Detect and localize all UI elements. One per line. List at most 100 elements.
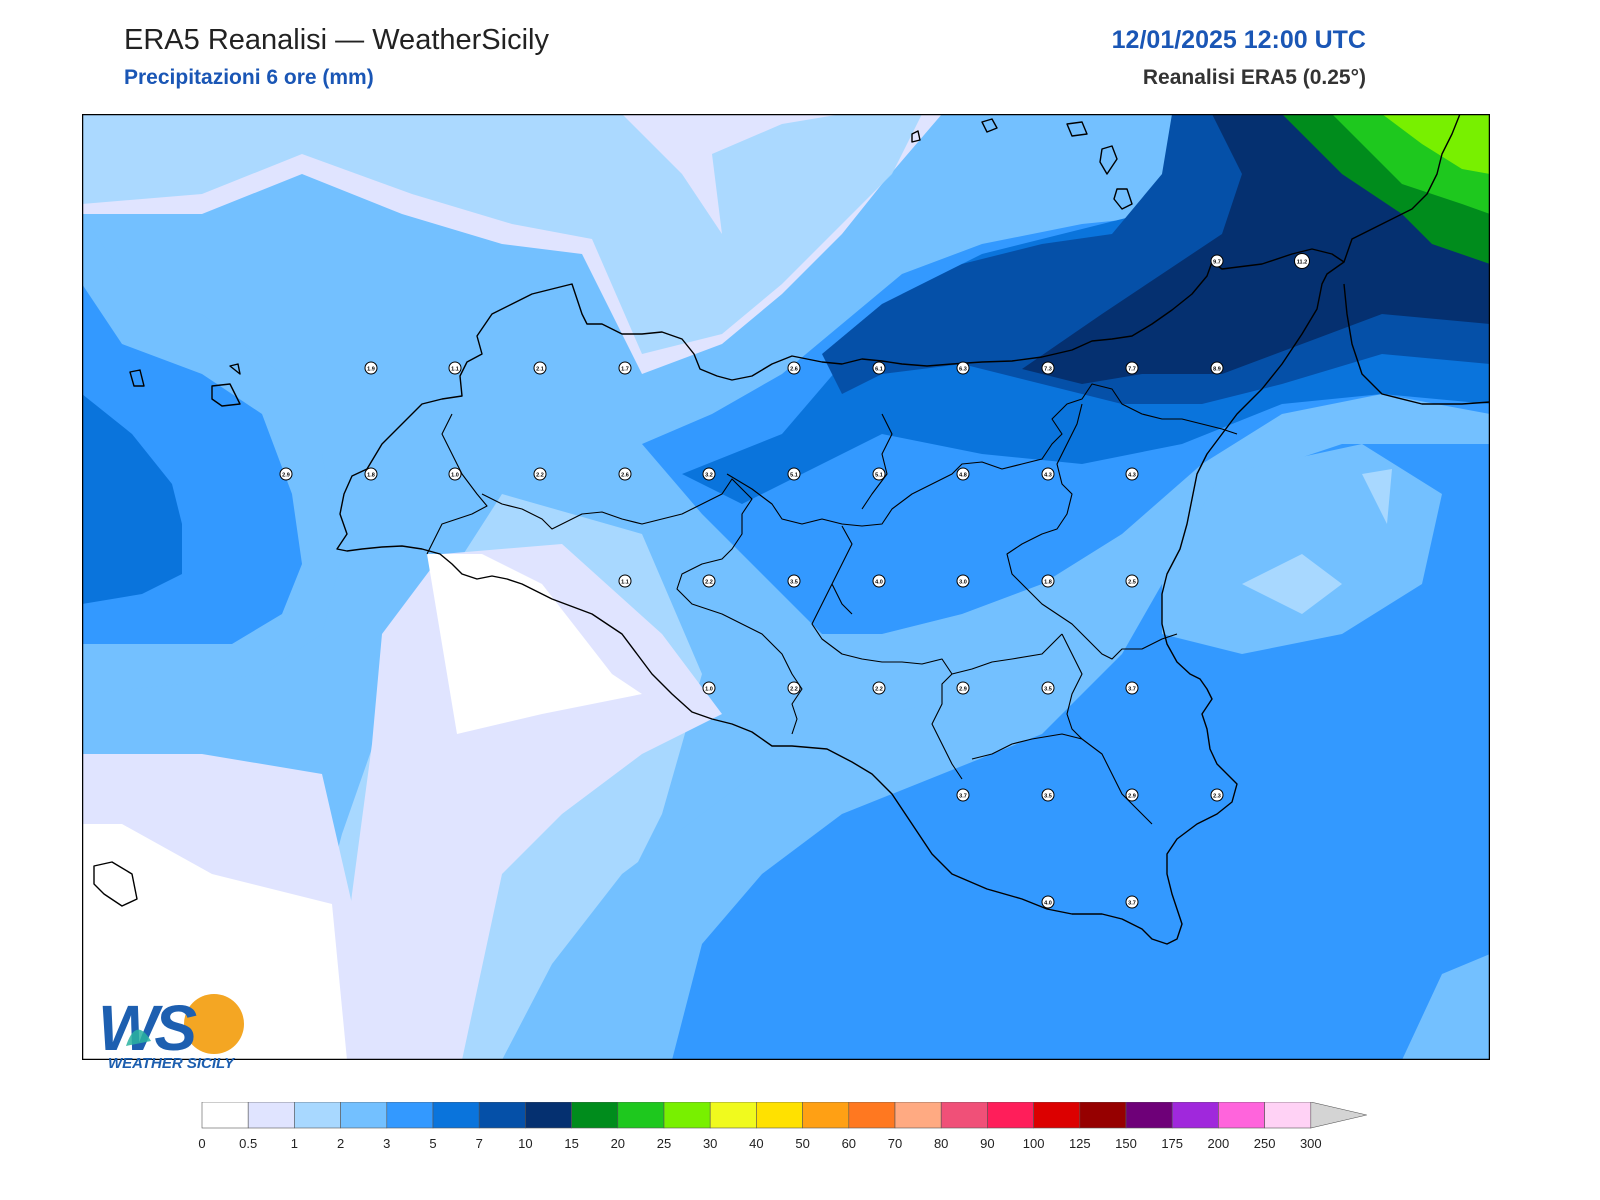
station-value: 2.5 (1128, 580, 1136, 586)
station-marker: 1.9 (364, 361, 378, 375)
colorbar-legend (201, 1102, 1367, 1129)
station-value: 1.0 (451, 473, 459, 479)
map-subtitle: Precipitazioni 6 ore (mm) (124, 66, 374, 89)
legend-swatch (987, 1102, 1034, 1129)
calabria-coastline-south (1343, 283, 1490, 405)
station-marker: 2.2 (702, 574, 716, 588)
station-marker: 2.6 (787, 361, 801, 375)
logo-caption: WEATHER SICILY (108, 1055, 235, 1072)
station-value: 2.6 (621, 473, 629, 479)
legend-swatch (1264, 1102, 1312, 1129)
calabria-coastline (1343, 114, 1461, 263)
station-value: 2.1 (536, 367, 544, 373)
legend-swatch (1033, 1102, 1081, 1129)
station-value: 3.2 (705, 473, 713, 479)
station-marker: 3.5 (1041, 788, 1055, 802)
station-marker: 2.6 (618, 467, 632, 481)
station-value: 3.5 (1044, 794, 1052, 800)
legend-tick-label: 15 (564, 1136, 579, 1151)
station-value: 7.3 (1044, 367, 1052, 373)
station-marker: 1.0 (702, 681, 716, 695)
legend-tick-label: 30 (702, 1136, 718, 1151)
band-0.5-1-north-b (112, 114, 842, 234)
sicily-coastline (336, 248, 1345, 945)
station-marker: 6.1 (872, 361, 886, 375)
station-value: 1.8 (367, 473, 375, 479)
station-marker: 1.0 (448, 467, 462, 481)
map-frame (82, 114, 1490, 1060)
station-value: 4.3 (1044, 473, 1052, 479)
station-value: 3.7 (959, 794, 967, 800)
legend-tick-label: 2 (336, 1136, 345, 1151)
station-markers: 1.9 1.1 2.1 1.7 2.6 6.1 6.3 7.3 7.7 8.9 … (279, 253, 1310, 909)
station-marker: 4.0 (872, 574, 886, 588)
legend-swatch (709, 1102, 757, 1129)
legend-tick-label: 300 (1299, 1136, 1322, 1151)
station-marker: 4.0 (1041, 895, 1055, 909)
data-source: Reanalisi ERA5 (0.25°) (1142, 66, 1366, 89)
legend-swatch (525, 1102, 572, 1129)
station-marker: 5.1 (787, 467, 801, 481)
station-marker: 1.1 (618, 574, 632, 588)
station-value: 1.1 (451, 367, 459, 373)
legend-swatch (1171, 1102, 1219, 1129)
station-marker: 1.8 (1041, 574, 1055, 588)
station-marker: 3.7 (956, 788, 970, 802)
station-marker: 3.5 (1041, 681, 1055, 695)
station-marker: 2.3 (1210, 788, 1224, 802)
station-marker: 3.7 (1125, 681, 1139, 695)
station-marker: 7.3 (1041, 361, 1055, 375)
station-marker: 3.5 (787, 574, 801, 588)
legend-swatch (571, 1102, 619, 1129)
legend-swatch (386, 1102, 434, 1129)
legend-tick-label: 3 (383, 1136, 391, 1151)
station-value: 2.9 (282, 473, 290, 479)
station-marker: 2.5 (1125, 574, 1139, 588)
station-marker: 2.2 (533, 467, 547, 481)
band-0-0.5-south (427, 554, 642, 734)
station-value: 6.3 (959, 367, 967, 373)
legend-swatch (432, 1102, 480, 1129)
station-marker: 2.2 (872, 681, 886, 695)
station-value: 3.7 (1128, 901, 1136, 907)
legend-tick-label: 100 (1022, 1136, 1045, 1151)
legend-tick-label: 150 (1115, 1136, 1137, 1151)
legend-tick-label: 1 (290, 1136, 298, 1151)
legend-swatch (940, 1102, 988, 1129)
legend-tick-label: 60 (841, 1136, 857, 1151)
legend-tick-label: 250 (1253, 1136, 1276, 1151)
legend-tick-label: 25 (656, 1136, 672, 1151)
legend-swatch (848, 1102, 896, 1129)
station-value: 1.8 (1044, 580, 1052, 586)
station-marker: 6.3 (956, 361, 970, 375)
station-value: 7.7 (1128, 367, 1136, 373)
legend-tick-label: 7 (475, 1136, 483, 1151)
legend-swatch (201, 1102, 249, 1129)
station-marker: 4.3 (1125, 467, 1139, 481)
band-5-7-west (82, 394, 182, 604)
station-value: 6.1 (875, 367, 883, 373)
station-marker: 2.9 (956, 681, 970, 695)
legend-swatch (247, 1102, 295, 1129)
precipitation-map: 1.9 1.1 2.1 1.7 2.6 6.1 6.3 7.3 7.7 8.9 … (82, 114, 1490, 1060)
station-marker: 1.8 (364, 467, 378, 481)
station-value: 2.2 (705, 580, 713, 586)
station-value: 1.1 (621, 580, 629, 586)
coastlines (93, 114, 1490, 945)
legend-swatch (478, 1102, 526, 1129)
band-0.5-1-south (332, 544, 722, 1060)
station-value: 11.2 (1297, 260, 1307, 266)
station-marker: 8.9 (1210, 361, 1224, 375)
station-marker: 2.9 (1125, 788, 1139, 802)
legend-tick-label: 70 (887, 1136, 903, 1151)
station-value: 2.2 (790, 687, 798, 693)
station-marker: 4.8 (956, 467, 970, 481)
station-value: 1.0 (705, 687, 713, 693)
band-25-30-ne (1382, 114, 1490, 174)
station-value: 2.9 (1128, 794, 1136, 800)
band-2-3-south-tip (1402, 954, 1490, 1060)
station-marker: 1.7 (618, 361, 632, 375)
legend-swatch (294, 1102, 341, 1129)
station-value: 3.0 (959, 580, 967, 586)
legend-swatch (617, 1102, 665, 1129)
